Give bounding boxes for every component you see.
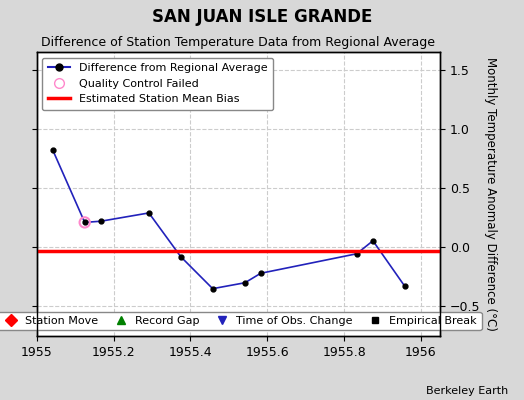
Text: Berkeley Earth: Berkeley Earth xyxy=(426,386,508,396)
Text: SAN JUAN ISLE GRANDE: SAN JUAN ISLE GRANDE xyxy=(152,8,372,26)
Y-axis label: Monthly Temperature Anomaly Difference (°C): Monthly Temperature Anomaly Difference (… xyxy=(484,57,497,331)
Point xyxy=(81,219,89,226)
Legend: Station Move, Record Gap, Time of Obs. Change, Empirical Break: Station Move, Record Gap, Time of Obs. C… xyxy=(0,312,482,330)
Title: Difference of Station Temperature Data from Regional Average: Difference of Station Temperature Data f… xyxy=(41,36,435,50)
